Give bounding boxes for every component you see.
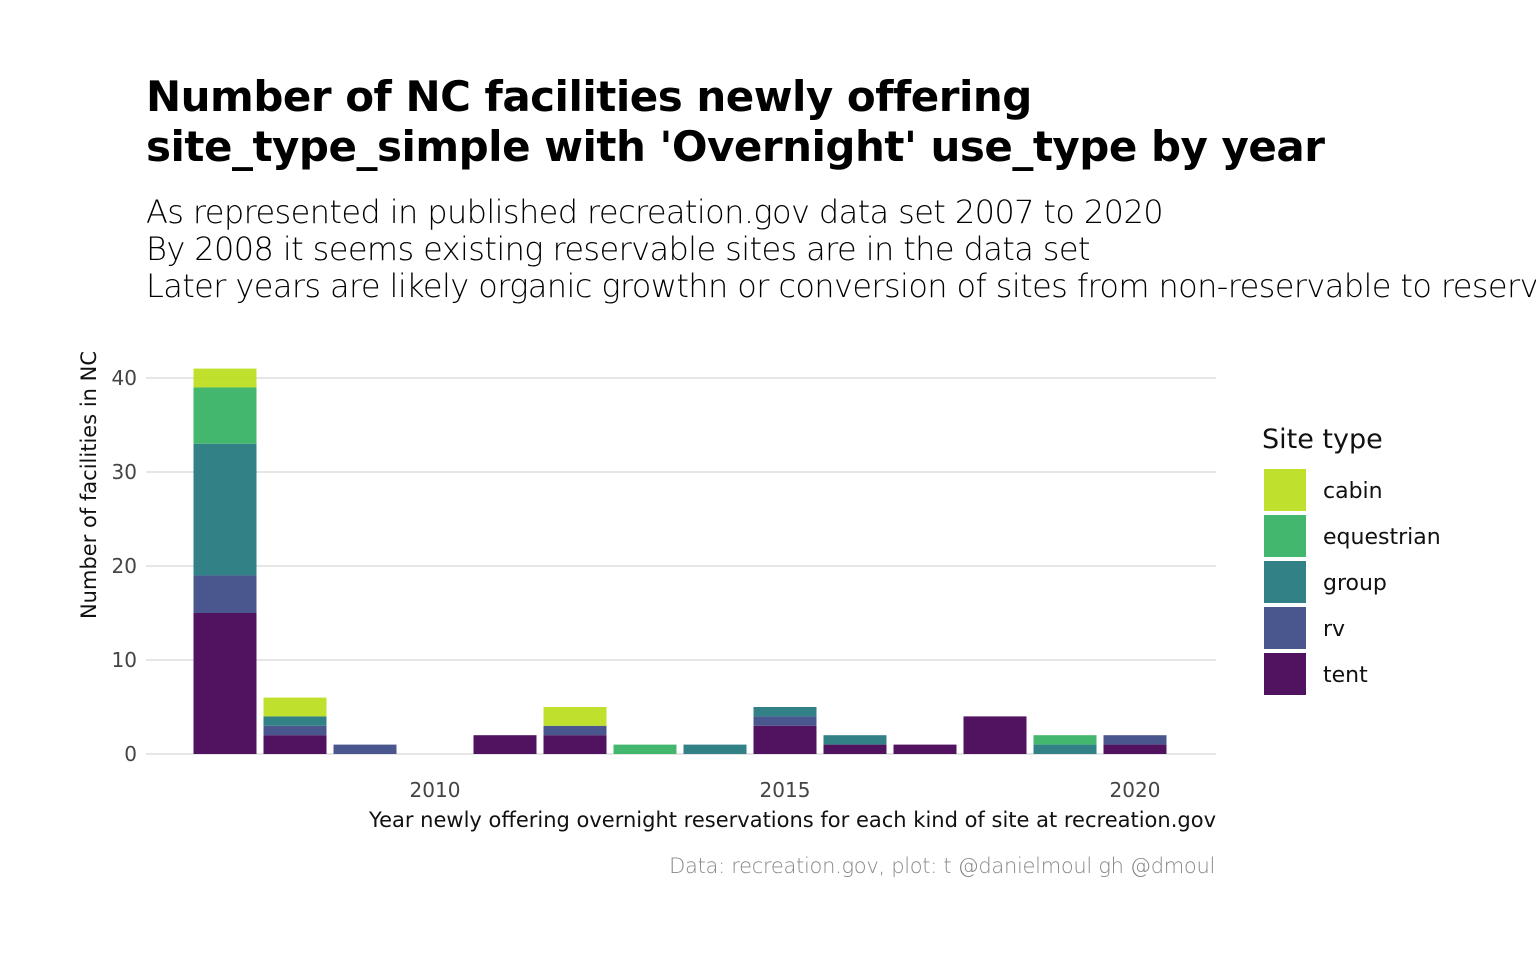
bar-segment-equestrian (613, 744, 677, 754)
bar-segment-tent (963, 716, 1027, 754)
bar-segment-group (1033, 744, 1097, 754)
data-source-caption: Data: recreation.gov, plot: t @danielmou… (669, 854, 1215, 878)
x-tick-label: 2015 (760, 778, 811, 802)
bar-segment-group (193, 443, 257, 576)
legend-swatch-rv (1264, 607, 1306, 649)
bar-segment-rv (1103, 735, 1167, 745)
chart-subtitle: As represented in published recreation.g… (146, 194, 1536, 305)
bar-segment-group (823, 735, 887, 745)
legend-title: Site type (1262, 424, 1383, 455)
y-tick-label: 30 (112, 460, 137, 484)
legend-swatch-cabin (1264, 469, 1306, 511)
bar-segment-rv (333, 744, 397, 754)
legend-label-tent: tent (1323, 663, 1368, 688)
bar-segment-cabin (193, 368, 257, 388)
bar-segment-rv (543, 725, 607, 736)
y-tick-label: 10 (112, 648, 137, 672)
bar-segment-tent (263, 735, 327, 754)
subtitle-line: Later years are likely organic growthn o… (146, 267, 1536, 305)
bar-segment-group (683, 744, 747, 754)
legend-label-rv: rv (1323, 617, 1345, 642)
chart-title: Number of NC facilities newly offering s… (146, 72, 1325, 172)
bar-segment-tent (893, 744, 957, 754)
bar-segment-group (753, 707, 817, 717)
x-tick-label: 2020 (1110, 778, 1161, 802)
bar-segment-group (263, 716, 327, 726)
bar-segment-equestrian (1033, 735, 1097, 745)
bar-segment-rv (193, 575, 257, 613)
legend-swatch-group (1264, 561, 1306, 603)
bar-segment-tent (753, 725, 817, 754)
y-tick-label: 0 (124, 742, 137, 766)
bar-segment-tent (823, 744, 887, 754)
bar-segment-tent (473, 735, 537, 754)
bar-segment-tent (543, 735, 607, 754)
legend-swatch-tent (1264, 653, 1306, 695)
bar-segment-cabin (263, 697, 327, 717)
bar-segment-tent (193, 613, 257, 754)
legend-swatch-equestrian (1264, 515, 1306, 557)
bar-segment-cabin (543, 707, 607, 726)
bar-segment-tent (1103, 744, 1167, 754)
x-axis-title: Year newly offering overnight reservatio… (368, 808, 1216, 832)
x-tick-label: 2010 (410, 778, 461, 802)
subtitle-line: As represented in published recreation.g… (146, 193, 1164, 231)
y-axis-title: Number of facilities in NC (77, 351, 101, 619)
chart-title-line: site_type_simple with 'Overnight' use_ty… (146, 122, 1325, 171)
bar-segment-rv (753, 716, 817, 726)
chart-title-line: Number of NC facilities newly offering (146, 72, 1032, 121)
bar-segment-equestrian (193, 387, 257, 444)
legend-label-group: group (1323, 571, 1387, 596)
bar-segment-rv (263, 725, 327, 736)
subtitle-line: By 2008 it seems existing reservable sit… (146, 230, 1090, 268)
y-tick-label: 20 (112, 554, 137, 578)
legend-label-equestrian: equestrian (1323, 525, 1441, 550)
legend-label-cabin: cabin (1323, 479, 1383, 504)
y-tick-label: 40 (112, 366, 137, 390)
